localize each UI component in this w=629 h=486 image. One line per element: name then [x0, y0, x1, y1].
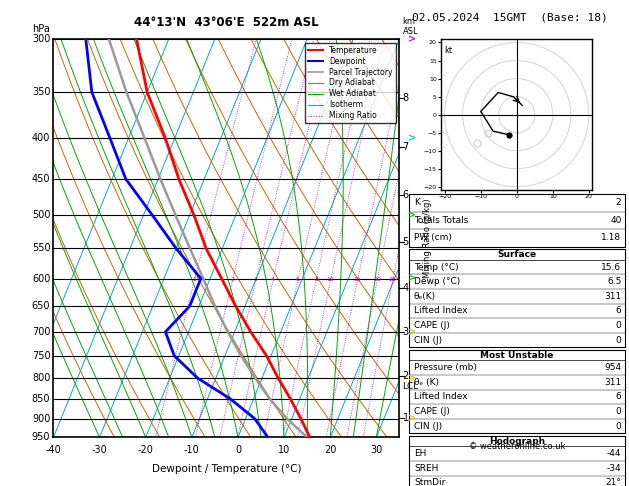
Text: 950: 950 — [32, 433, 50, 442]
Text: 500: 500 — [32, 210, 50, 221]
Text: 2: 2 — [231, 277, 235, 282]
Text: 800: 800 — [32, 373, 50, 383]
Text: -30: -30 — [92, 445, 108, 455]
Text: StmDir: StmDir — [414, 478, 445, 486]
Text: 954: 954 — [604, 363, 621, 372]
Text: >: > — [408, 414, 416, 424]
Text: Mixing Ratio (g/kg): Mixing Ratio (g/kg) — [423, 198, 432, 278]
Text: θₑ(K): θₑ(K) — [414, 292, 436, 301]
Text: 44°13'N  43°06'E  522m ASL: 44°13'N 43°06'E 522m ASL — [134, 16, 319, 29]
Text: 750: 750 — [31, 351, 50, 361]
Text: LCL: LCL — [403, 382, 419, 391]
Legend: Temperature, Dewpoint, Parcel Trajectory, Dry Adiabat, Wet Adiabat, Isotherm, Mi: Temperature, Dewpoint, Parcel Trajectory… — [304, 43, 396, 123]
Text: Temp (°C): Temp (°C) — [414, 262, 459, 272]
Text: Dewp (°C): Dewp (°C) — [414, 277, 460, 286]
Text: 1.18: 1.18 — [601, 233, 621, 243]
Text: 20: 20 — [324, 445, 337, 455]
Text: 1: 1 — [192, 277, 197, 282]
Text: 4: 4 — [403, 283, 409, 293]
Text: -44: -44 — [607, 449, 621, 458]
Text: >: > — [408, 274, 416, 283]
Text: 10: 10 — [327, 277, 335, 282]
Text: Surface: Surface — [497, 250, 537, 259]
Text: 3: 3 — [254, 277, 258, 282]
Text: 311: 311 — [604, 378, 621, 387]
Text: 2: 2 — [403, 371, 409, 381]
Text: Lifted Index: Lifted Index — [414, 392, 467, 401]
Text: >: > — [408, 327, 416, 337]
Text: 5: 5 — [403, 237, 409, 247]
Text: PW (cm): PW (cm) — [414, 233, 452, 243]
Text: 6: 6 — [616, 306, 621, 315]
Text: kt: kt — [445, 46, 453, 55]
Text: -20: -20 — [138, 445, 153, 455]
Text: 4: 4 — [271, 277, 275, 282]
Text: 6.5: 6.5 — [607, 277, 621, 286]
Text: 30: 30 — [370, 445, 382, 455]
Text: Pressure (mb): Pressure (mb) — [414, 363, 477, 372]
Text: Most Unstable: Most Unstable — [480, 350, 554, 360]
Text: 300: 300 — [32, 34, 50, 44]
Text: 40: 40 — [610, 216, 621, 225]
Text: Totals Totals: Totals Totals — [414, 216, 468, 225]
Text: 6: 6 — [296, 277, 300, 282]
Text: 350: 350 — [32, 87, 50, 97]
Text: 8: 8 — [314, 277, 318, 282]
Text: EH: EH — [414, 449, 426, 458]
Text: 400: 400 — [32, 133, 50, 143]
Text: 450: 450 — [32, 174, 50, 184]
Text: km
ASL: km ASL — [403, 17, 418, 36]
Text: 20: 20 — [374, 277, 381, 282]
Text: 8: 8 — [403, 93, 409, 103]
Text: CIN (J): CIN (J) — [414, 335, 442, 345]
Text: θₑ (K): θₑ (K) — [414, 378, 439, 387]
Text: 0: 0 — [616, 407, 621, 416]
Text: Lifted Index: Lifted Index — [414, 306, 467, 315]
Text: 900: 900 — [32, 414, 50, 424]
Text: 600: 600 — [32, 274, 50, 283]
Text: 850: 850 — [32, 394, 50, 404]
Text: 311: 311 — [604, 292, 621, 301]
Text: CAPE (J): CAPE (J) — [414, 321, 450, 330]
Text: 650: 650 — [32, 301, 50, 311]
Text: >: > — [408, 34, 416, 44]
Text: © weatheronline.co.uk: © weatheronline.co.uk — [469, 442, 565, 451]
Text: 21°: 21° — [606, 478, 621, 486]
Text: 0: 0 — [235, 445, 241, 455]
Text: 7: 7 — [403, 142, 409, 153]
Text: 2: 2 — [616, 198, 621, 208]
Text: 6: 6 — [403, 191, 409, 200]
Text: 550: 550 — [31, 243, 50, 253]
Text: -10: -10 — [184, 445, 200, 455]
Text: 10: 10 — [278, 445, 290, 455]
Text: hPa: hPa — [33, 24, 50, 34]
Text: K: K — [414, 198, 420, 208]
Text: >: > — [408, 373, 416, 383]
Text: 25: 25 — [389, 277, 397, 282]
Text: -34: -34 — [607, 464, 621, 473]
Text: 15.6: 15.6 — [601, 262, 621, 272]
Text: -40: -40 — [45, 445, 62, 455]
Text: 0: 0 — [616, 321, 621, 330]
Text: CAPE (J): CAPE (J) — [414, 407, 450, 416]
Text: 700: 700 — [32, 327, 50, 337]
Text: Dewpoint / Temperature (°C): Dewpoint / Temperature (°C) — [152, 464, 301, 474]
Text: 0: 0 — [616, 335, 621, 345]
Text: 0: 0 — [616, 421, 621, 431]
Text: 15: 15 — [353, 277, 362, 282]
Text: 3: 3 — [403, 328, 409, 337]
Text: >: > — [408, 210, 416, 221]
Text: >: > — [408, 133, 416, 143]
Text: 1: 1 — [403, 413, 409, 423]
Text: Hodograph: Hodograph — [489, 436, 545, 446]
Text: CIN (J): CIN (J) — [414, 421, 442, 431]
Text: 02.05.2024  15GMT  (Base: 18): 02.05.2024 15GMT (Base: 18) — [412, 12, 608, 22]
Text: 6: 6 — [616, 392, 621, 401]
Text: SREH: SREH — [414, 464, 438, 473]
